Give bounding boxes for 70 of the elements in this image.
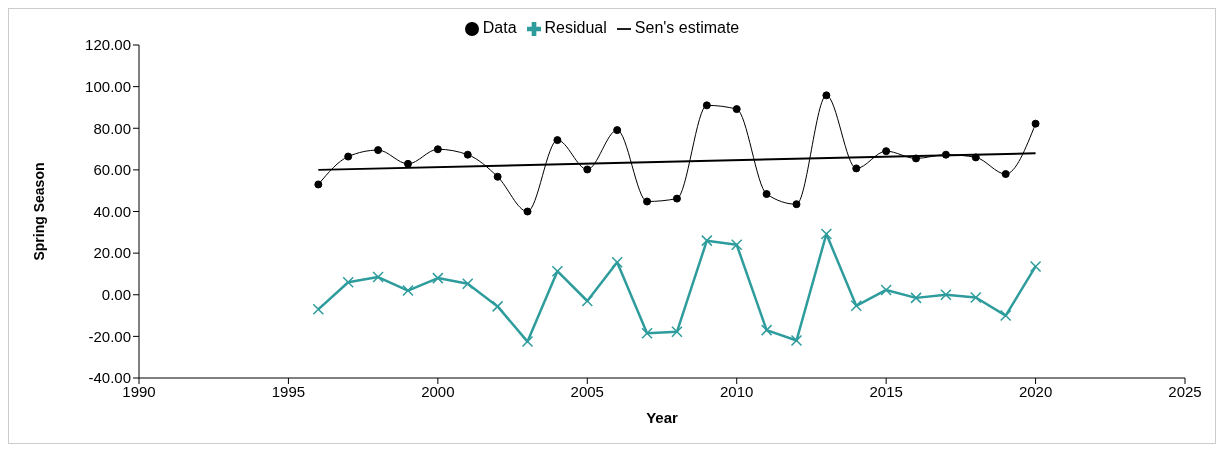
- point: [910, 292, 922, 304]
- point: [732, 105, 741, 114]
- point: [760, 324, 773, 336]
- x-tick-label: 1995: [271, 382, 306, 400]
- point: [583, 165, 592, 174]
- point: [850, 300, 863, 312]
- y-tick-label: 100.00: [85, 77, 131, 95]
- point: [613, 126, 622, 135]
- x-tick-label: 2025: [1168, 382, 1202, 400]
- point: [403, 159, 412, 168]
- y-axis-title: Spring Season: [30, 162, 47, 261]
- x-tick-label: 2020: [1018, 382, 1053, 400]
- legend-label: Residual: [544, 19, 607, 36]
- x-tick-label: 2010: [720, 382, 754, 400]
- point: [730, 239, 743, 251]
- point: [344, 152, 353, 161]
- x-tick-label: 2005: [570, 382, 604, 400]
- point: [641, 327, 653, 339]
- point: [1031, 119, 1040, 128]
- y-tick-label: -20.00: [88, 327, 131, 345]
- point: [643, 197, 652, 206]
- point: [971, 153, 980, 162]
- point: [463, 150, 472, 159]
- point: [611, 256, 623, 269]
- point: [672, 194, 681, 203]
- point: [402, 284, 414, 297]
- x-axis-title: Year: [646, 409, 679, 426]
- x-tick-label: 2000: [421, 382, 455, 400]
- point: [491, 300, 504, 313]
- y-tick-label: 0.00: [101, 286, 131, 304]
- point: [820, 228, 833, 240]
- point: [822, 91, 831, 100]
- y-tick-label: 80.00: [93, 119, 131, 137]
- point: [701, 234, 713, 247]
- point: [372, 271, 384, 283]
- point: [970, 291, 982, 304]
- point: [432, 272, 444, 284]
- point: [852, 164, 861, 173]
- point: [433, 145, 442, 154]
- y-tick-label: 120.00: [85, 36, 131, 54]
- x-tick-label: 2015: [869, 382, 903, 400]
- legend-label: Sen's estimate: [634, 19, 740, 36]
- point: [493, 172, 502, 181]
- point: [523, 207, 532, 216]
- point: [882, 147, 891, 156]
- y-tick-label: 20.00: [93, 244, 131, 262]
- point: [941, 150, 950, 159]
- point: [880, 284, 892, 296]
- point: [1029, 260, 1042, 273]
- legend-label: Data: [482, 19, 517, 36]
- point: [702, 101, 711, 110]
- point: [521, 335, 534, 348]
- y-tick-label: 60.00: [93, 161, 131, 179]
- point: [374, 146, 383, 155]
- point: [999, 309, 1012, 322]
- point: [790, 334, 803, 347]
- point: [792, 200, 801, 209]
- point: [671, 326, 683, 338]
- point: [551, 265, 564, 277]
- point: [581, 295, 594, 307]
- point: [940, 289, 952, 301]
- point: [1001, 170, 1010, 179]
- point: [762, 190, 771, 199]
- point: [314, 180, 323, 189]
- point: [461, 277, 474, 290]
- point: [553, 136, 562, 145]
- point: [912, 154, 921, 163]
- point: [342, 276, 354, 289]
- point: [312, 303, 325, 316]
- y-tick-label: 40.00: [93, 202, 131, 220]
